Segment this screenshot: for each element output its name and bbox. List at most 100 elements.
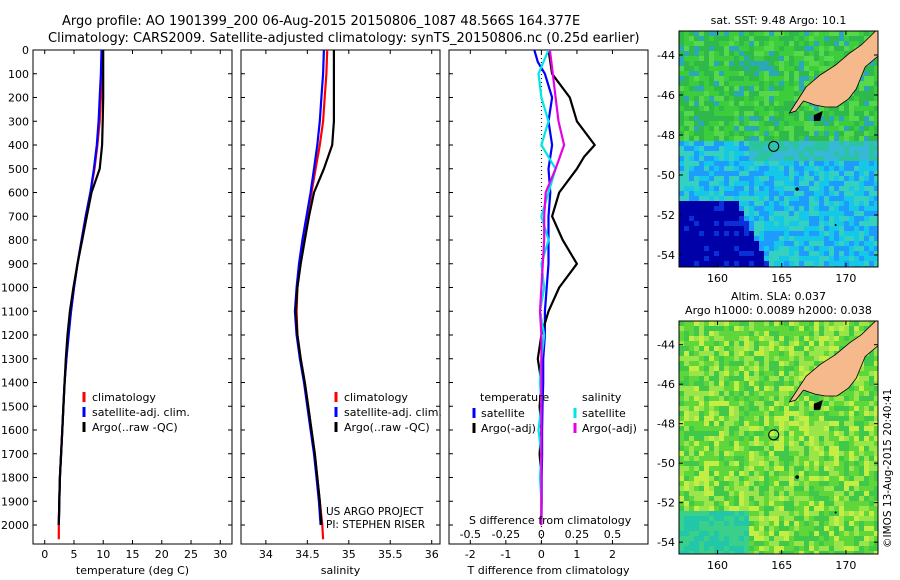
map-cell <box>784 151 790 157</box>
map-cell <box>754 506 760 512</box>
map-cell <box>764 216 770 222</box>
map-cell <box>839 466 845 472</box>
map-cell <box>694 456 700 462</box>
map-cell <box>814 181 820 187</box>
map-cell <box>824 121 830 127</box>
map-cell <box>694 506 700 512</box>
map-cell <box>809 546 815 552</box>
map-cell <box>769 456 775 462</box>
map-cell <box>794 496 800 502</box>
map-cell <box>764 446 770 452</box>
map-cell <box>809 231 815 237</box>
map-cell <box>784 71 790 77</box>
map-cell <box>729 241 735 247</box>
map-cell <box>859 481 865 487</box>
map-cell <box>679 391 685 397</box>
map-cell <box>849 421 855 427</box>
xtick-label: 15 <box>126 548 140 561</box>
map-cell <box>714 446 720 452</box>
map-cell <box>734 401 740 407</box>
map-cell <box>749 221 755 227</box>
map-cell <box>799 371 805 377</box>
map-cell <box>684 326 690 332</box>
map-cell <box>829 106 835 112</box>
map-cell <box>829 511 835 517</box>
map-cell <box>809 191 815 197</box>
map-cell <box>814 461 820 467</box>
map-cell <box>699 486 705 492</box>
map-cell <box>714 36 720 42</box>
map-cell <box>779 491 785 497</box>
map-cell <box>864 531 870 537</box>
map-cell <box>739 36 745 42</box>
map-cell <box>744 486 750 492</box>
map-cell <box>749 81 755 87</box>
map-cell <box>719 76 725 82</box>
map-cell <box>869 396 875 402</box>
map-cell <box>799 146 805 152</box>
map-cell <box>714 381 720 387</box>
map-cell <box>704 436 710 442</box>
map-cell <box>749 471 755 477</box>
map-cell <box>704 336 710 342</box>
map-cell <box>739 151 745 157</box>
map-cell <box>689 131 695 137</box>
map-cell <box>844 246 850 252</box>
s-tick-label: -0.5 <box>460 528 481 541</box>
map-cell <box>809 461 815 467</box>
map-cell <box>729 206 735 212</box>
map-cell <box>804 36 810 42</box>
map-cell <box>769 346 775 352</box>
map-cell <box>754 256 760 262</box>
map-cell <box>724 486 730 492</box>
map-cell <box>679 446 685 452</box>
map-cell <box>769 391 775 397</box>
map-cell <box>734 476 740 482</box>
map-cell <box>739 326 745 332</box>
map-cell <box>764 481 770 487</box>
map-cell <box>869 526 875 532</box>
map-cell <box>874 451 878 457</box>
map-cell <box>709 231 715 237</box>
map-cell <box>714 231 720 237</box>
xtick-label: 34.5 <box>295 548 320 561</box>
map-cell <box>694 246 700 252</box>
map-cell <box>749 136 755 142</box>
map-cell <box>819 176 825 182</box>
map-cell <box>719 396 725 402</box>
map-cell <box>839 131 845 137</box>
map-cell <box>694 436 700 442</box>
map-cell <box>684 61 690 67</box>
map-cell <box>704 206 710 212</box>
map-cell <box>869 446 875 452</box>
xtick-label: -1 <box>500 548 511 561</box>
map-cell <box>689 491 695 497</box>
map-cell <box>739 111 745 117</box>
map-cell <box>804 526 810 532</box>
map-cell <box>799 106 805 112</box>
map-cell <box>774 261 780 267</box>
map-cell <box>679 41 685 47</box>
map-cell <box>844 461 850 467</box>
map-cell <box>739 466 745 472</box>
map-cell <box>814 161 820 167</box>
map-cell <box>859 321 865 327</box>
map-cell <box>724 376 730 382</box>
map-cell <box>704 376 710 382</box>
map-cell <box>719 146 725 152</box>
map-cell <box>854 91 860 97</box>
map-cell <box>854 31 860 37</box>
map-cell <box>729 56 735 62</box>
map-cell <box>744 386 750 392</box>
map-cell <box>724 156 730 162</box>
map-cell <box>744 481 750 487</box>
map-cell <box>814 526 820 532</box>
map-cell <box>679 121 685 127</box>
map-cell <box>739 336 745 342</box>
map-cell <box>714 116 720 122</box>
map-cell <box>849 216 855 222</box>
map-cell <box>739 411 745 417</box>
map-cell <box>854 166 860 172</box>
map-cell <box>684 381 690 387</box>
map-cell <box>699 31 705 37</box>
